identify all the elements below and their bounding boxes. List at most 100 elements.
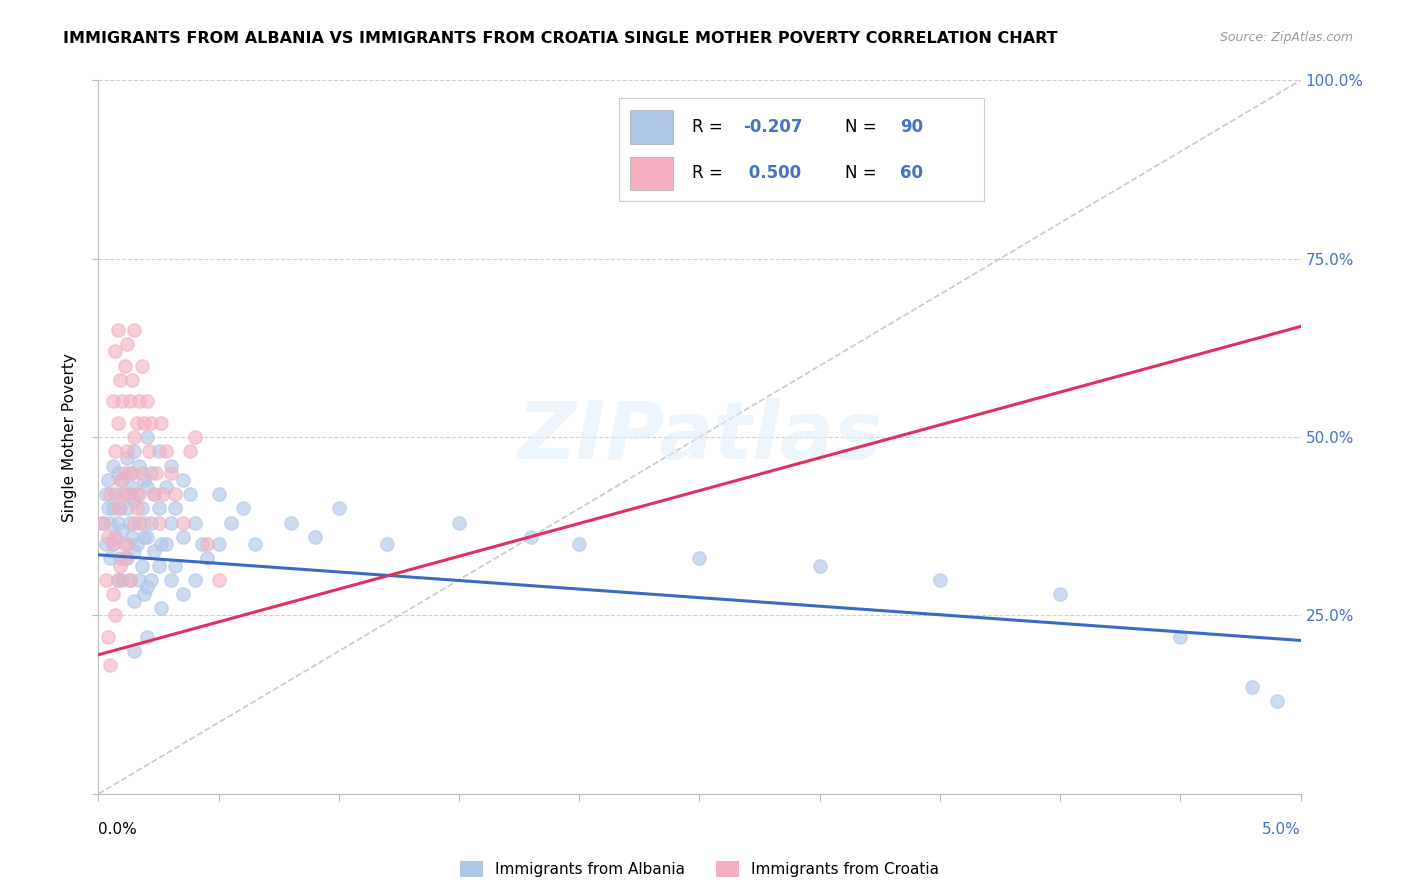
Point: [208, 487, 231, 501]
Point: [91, 516, 114, 530]
Point: [124, 430, 146, 444]
Point: [131, 359, 153, 373]
Point: [104, 530, 127, 544]
Point: [117, 337, 139, 351]
Point: [117, 551, 139, 566]
Point: [124, 323, 146, 337]
Point: [101, 537, 124, 551]
Point: [128, 516, 150, 530]
Point: [141, 416, 163, 430]
Point: [101, 587, 124, 601]
Point: [145, 466, 167, 480]
Point: [135, 580, 157, 594]
Point: [114, 551, 136, 566]
Point: [101, 394, 124, 409]
Point: [101, 458, 124, 473]
Point: [124, 494, 146, 508]
Point: [121, 480, 143, 494]
Point: [132, 587, 155, 601]
Point: [101, 537, 124, 551]
Point: [118, 487, 141, 501]
Point: [128, 458, 150, 473]
Point: [149, 601, 172, 615]
Point: [195, 537, 218, 551]
Point: [152, 487, 174, 501]
Point: [808, 558, 831, 573]
Point: [183, 516, 205, 530]
Point: [148, 516, 170, 530]
Text: R =: R =: [692, 164, 728, 182]
Point: [107, 573, 129, 587]
Point: [155, 537, 177, 551]
Point: [232, 501, 254, 516]
Point: [141, 466, 163, 480]
Point: [111, 523, 134, 537]
Point: [108, 558, 131, 573]
Point: [117, 501, 139, 516]
Point: [97, 630, 120, 644]
Point: [118, 394, 141, 409]
Point: [135, 430, 157, 444]
FancyBboxPatch shape: [630, 111, 673, 145]
Point: [375, 537, 398, 551]
Point: [107, 516, 129, 530]
Point: [172, 587, 194, 601]
Point: [104, 487, 127, 501]
Point: [107, 416, 129, 430]
Point: [94, 573, 117, 587]
Point: [132, 516, 155, 530]
Point: [141, 516, 163, 530]
Point: [100, 487, 122, 501]
Point: [142, 487, 165, 501]
Point: [165, 558, 187, 573]
Point: [97, 530, 120, 544]
Text: N =: N =: [845, 118, 882, 136]
Point: [148, 558, 170, 573]
Point: [520, 530, 543, 544]
Point: [125, 537, 148, 551]
Point: [142, 544, 165, 558]
Point: [111, 573, 134, 587]
Legend: Immigrants from Albania, Immigrants from Croatia: Immigrants from Albania, Immigrants from…: [454, 855, 945, 883]
Point: [118, 466, 141, 480]
Point: [179, 444, 201, 458]
Point: [191, 537, 214, 551]
Point: [135, 630, 157, 644]
Point: [97, 473, 120, 487]
Point: [124, 544, 146, 558]
Point: [107, 466, 129, 480]
Point: [121, 530, 143, 544]
Point: [159, 573, 181, 587]
Point: [111, 394, 134, 409]
Point: [568, 537, 591, 551]
Point: [117, 444, 139, 458]
Point: [179, 487, 201, 501]
Point: [131, 558, 153, 573]
Point: [114, 359, 136, 373]
Point: [208, 573, 231, 587]
Point: [104, 608, 127, 623]
Point: [159, 516, 181, 530]
Point: [124, 444, 146, 458]
Point: [125, 501, 148, 516]
Point: [929, 573, 952, 587]
Point: [155, 480, 177, 494]
Point: [149, 537, 172, 551]
Point: [243, 537, 266, 551]
Text: IMMIGRANTS FROM ALBANIA VS IMMIGRANTS FROM CROATIA SINGLE MOTHER POVERTY CORRELA: IMMIGRANTS FROM ALBANIA VS IMMIGRANTS FR…: [63, 31, 1057, 46]
Point: [138, 444, 160, 458]
Point: [148, 444, 170, 458]
Point: [132, 416, 155, 430]
Point: [128, 487, 150, 501]
Text: 0.0%: 0.0%: [98, 822, 138, 837]
Point: [91, 516, 114, 530]
Point: [172, 473, 194, 487]
Point: [100, 516, 122, 530]
Point: [104, 530, 127, 544]
Point: [1265, 694, 1288, 708]
Point: [107, 323, 129, 337]
Point: [1170, 630, 1192, 644]
Point: [1241, 680, 1264, 694]
Point: [172, 516, 194, 530]
Text: -0.207: -0.207: [742, 118, 803, 136]
